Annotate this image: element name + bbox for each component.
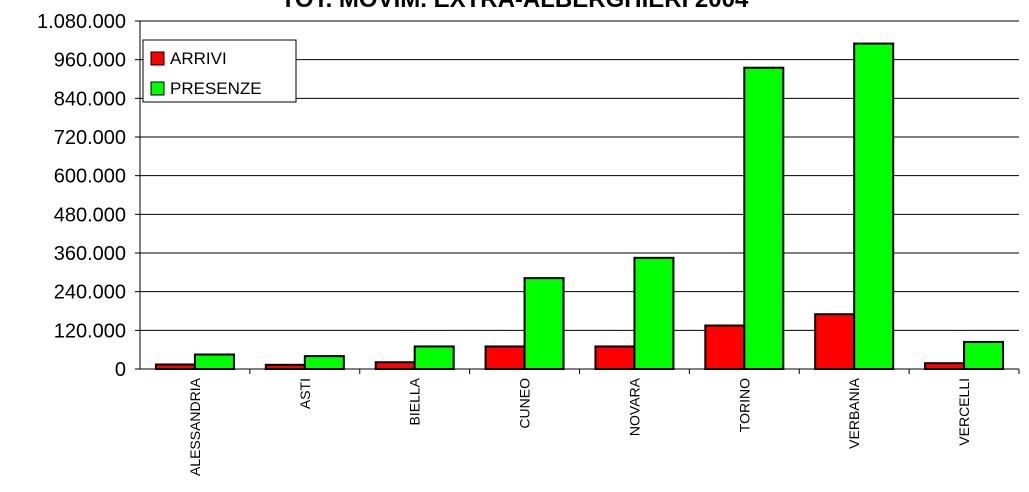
bar-presenze-novara (633, 256, 675, 371)
bar-arrivi-verbania (814, 313, 856, 371)
y-axis: 0 120.000 240.000 360.000 480.000 600.000 720.… (37, 11, 141, 381)
bar-arrivi-biella (374, 361, 416, 371)
x-tick-label: NOVARA (626, 377, 642, 436)
x-tick-label: VERBANIA (846, 377, 862, 448)
y-tick-label: 960.000 (54, 50, 126, 72)
y-tick-label: 360.000 (54, 243, 126, 265)
x-tick-label: TORINO (736, 378, 752, 432)
legend-swatch-arrivi (150, 51, 165, 66)
legend: ARRIVI PRESENZE (142, 39, 297, 103)
bar-arrivi-alessandria (154, 363, 196, 371)
legend-box (142, 39, 297, 103)
bar-presenze-vercelli (963, 340, 1005, 370)
bar-presenze-alessandria (193, 353, 235, 370)
y-tick-label: 240.000 (54, 282, 126, 304)
bar-presenze-biella (413, 345, 455, 371)
bar-arrivi-novara (594, 345, 636, 371)
legend-swatch-presenze (150, 81, 165, 96)
bar-presenze-verbania (853, 42, 895, 371)
bar-presenze-torino (743, 66, 785, 370)
x-tick-label: VERCELLI (956, 378, 972, 446)
x-tick-label: BIELLA (407, 377, 423, 425)
bar-arrivi-torino (704, 324, 746, 370)
x-tick-label: CUNEO (517, 378, 533, 429)
bar-presenze-asti (303, 355, 345, 371)
legend-label-presenze: PRESENZE (170, 79, 262, 98)
x-tick-label: ASTI (297, 378, 313, 409)
y-tick-label: 120.000 (54, 320, 126, 342)
x-tick-label: ALESSANDRIA (187, 377, 203, 476)
y-tick-label: 480.000 (54, 204, 126, 226)
y-tick-label: 600.000 (54, 166, 126, 188)
chart-title: TOT. MOVIM. EXTRA-ALBERGHIERI 2004 (0, 0, 1029, 14)
x-axis: ALESSANDRIA ASTI BIELLA CUNEO NOVARA TORINO VE… (140, 368, 1020, 476)
bar-presenze-cuneo (523, 277, 565, 370)
y-tick-label: 840.000 (54, 88, 126, 110)
legend-label-arrivi: ARRIVI (170, 49, 227, 68)
bars (154, 42, 1005, 371)
y-tick-label: 720.000 (54, 127, 126, 149)
bar-arrivi-cuneo (484, 345, 526, 371)
y-tick-label: 0 (115, 359, 126, 381)
bar-arrivi-asti (264, 363, 306, 370)
bar-arrivi-vercelli (924, 362, 966, 371)
y-tick-label: 1.080.000 (37, 11, 126, 33)
